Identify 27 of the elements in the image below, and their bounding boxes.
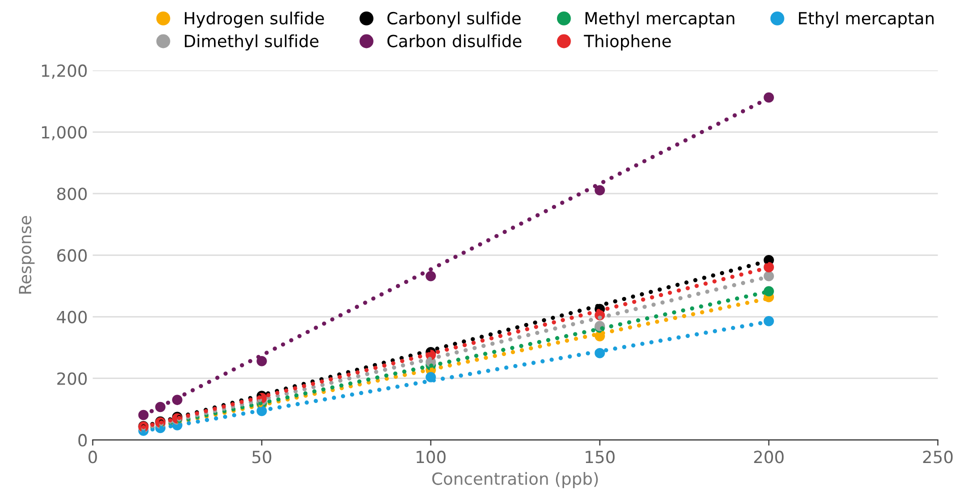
y-tick-label: 400 <box>56 310 87 324</box>
legend-label: Hydrogen sulfide <box>184 12 324 28</box>
point <box>764 316 774 326</box>
x-tick-label: 150 <box>586 450 615 464</box>
y-tick-label: 0 <box>78 434 87 447</box>
y-tick-label: 800 <box>57 188 87 200</box>
legend-label: Ethyl mercaptan <box>798 12 934 28</box>
point <box>426 270 436 282</box>
y-tick-label: 1,200 <box>42 64 87 79</box>
y-tick-label: 200 <box>57 372 87 385</box>
x-tick-label: 200 <box>754 450 784 464</box>
y-tick-label: 600 <box>57 249 87 262</box>
point <box>256 356 267 366</box>
point <box>764 270 774 282</box>
x-axis-title: Concentration (ppb) <box>432 472 598 488</box>
x-tick-label: 250 <box>923 450 953 464</box>
x-tick-label: 50 <box>252 450 272 464</box>
y-tick-label: 1,000 <box>42 126 87 140</box>
legend-label: Dimethyl sulfide <box>184 34 318 51</box>
y-axis-title: Response <box>18 216 35 294</box>
x-tick-label: 100 <box>416 450 446 464</box>
legend-label: Carbonyl sulfide <box>387 12 521 28</box>
legend-label: Carbon disulfide <box>387 34 522 48</box>
legend-label: Thiophene <box>584 34 671 51</box>
point <box>594 185 605 196</box>
x-tick-label: 0 <box>88 450 97 464</box>
legend-label: Methyl mercaptan <box>586 12 734 28</box>
